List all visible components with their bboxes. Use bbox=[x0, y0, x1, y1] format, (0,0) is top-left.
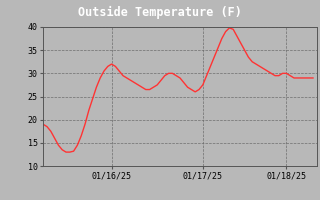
Text: Outside Temperature (F): Outside Temperature (F) bbox=[78, 6, 242, 19]
